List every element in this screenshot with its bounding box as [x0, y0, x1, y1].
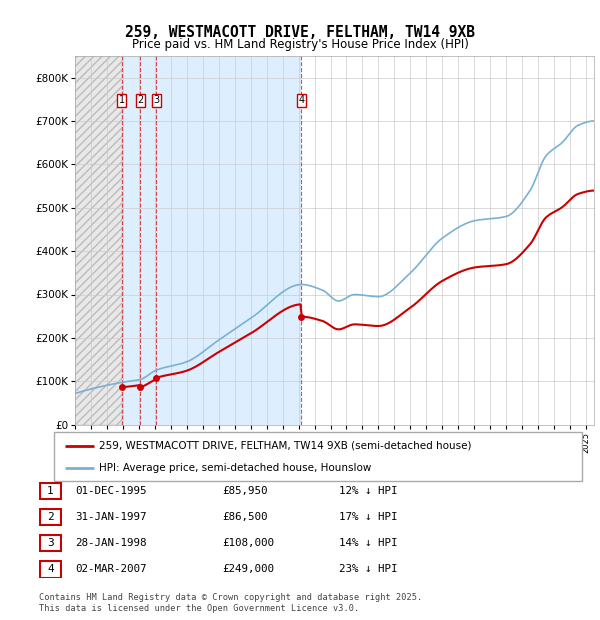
Text: £86,500: £86,500: [222, 512, 268, 522]
Text: 2: 2: [137, 95, 143, 105]
FancyBboxPatch shape: [40, 482, 61, 500]
Text: 259, WESTMACOTT DRIVE, FELTHAM, TW14 9XB: 259, WESTMACOTT DRIVE, FELTHAM, TW14 9XB: [125, 25, 475, 40]
Text: 02-MAR-2007: 02-MAR-2007: [75, 564, 146, 574]
Text: Price paid vs. HM Land Registry's House Price Index (HPI): Price paid vs. HM Land Registry's House …: [131, 38, 469, 51]
FancyBboxPatch shape: [54, 432, 582, 480]
Text: 1: 1: [119, 95, 125, 105]
Text: HPI: Average price, semi-detached house, Hounslow: HPI: Average price, semi-detached house,…: [99, 463, 371, 474]
FancyBboxPatch shape: [40, 560, 61, 578]
Text: 23% ↓ HPI: 23% ↓ HPI: [339, 564, 397, 574]
Text: 12% ↓ HPI: 12% ↓ HPI: [339, 486, 397, 496]
Text: 4: 4: [47, 564, 54, 574]
FancyBboxPatch shape: [40, 534, 61, 552]
Text: 31-JAN-1997: 31-JAN-1997: [75, 512, 146, 522]
Text: 4: 4: [298, 95, 304, 105]
Text: 3: 3: [47, 538, 54, 548]
Text: £249,000: £249,000: [222, 564, 274, 574]
Text: 1: 1: [47, 486, 54, 496]
Text: 3: 3: [153, 95, 159, 105]
Text: £108,000: £108,000: [222, 538, 274, 548]
Text: 17% ↓ HPI: 17% ↓ HPI: [339, 512, 397, 522]
Text: 01-DEC-1995: 01-DEC-1995: [75, 486, 146, 496]
Text: 259, WESTMACOTT DRIVE, FELTHAM, TW14 9XB (semi-detached house): 259, WESTMACOTT DRIVE, FELTHAM, TW14 9XB…: [99, 441, 472, 451]
Text: 2: 2: [47, 512, 54, 522]
Text: £85,950: £85,950: [222, 486, 268, 496]
Bar: [75, 56, 122, 425]
Text: 28-JAN-1998: 28-JAN-1998: [75, 538, 146, 548]
Text: 14% ↓ HPI: 14% ↓ HPI: [339, 538, 397, 548]
Bar: [122, 56, 301, 425]
Text: Contains HM Land Registry data © Crown copyright and database right 2025.
This d: Contains HM Land Registry data © Crown c…: [39, 593, 422, 613]
FancyBboxPatch shape: [40, 508, 61, 526]
